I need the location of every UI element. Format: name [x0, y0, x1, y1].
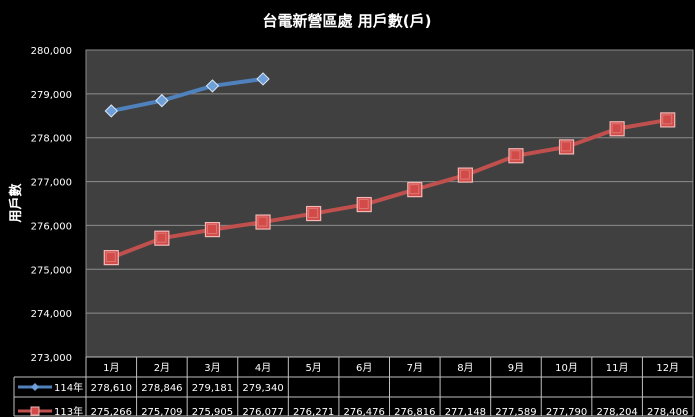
series-layer: [103, 72, 676, 266]
x-tick-label: 6月: [356, 362, 372, 374]
y-axis: 273,000 274,000 275,000 276,000 277,000 278,0…: [31, 46, 72, 364]
series-line: [110, 76, 264, 113]
data-label: 278,204: [596, 407, 637, 417]
x-tick-label: 10月: [555, 362, 578, 374]
plot-area: [85, 49, 694, 358]
legend-marker: [31, 383, 39, 391]
data-label: 278,610: [91, 383, 132, 394]
data-label: 279,181: [192, 383, 233, 394]
chart-title: 台電新營區處 用戶數(戶): [263, 12, 432, 30]
y-tick-label: 273,000: [31, 353, 72, 364]
y-axis-label: 用戶數: [8, 183, 24, 223]
y-tick-label: 277,000: [31, 178, 72, 189]
data-label: 275,709: [141, 407, 182, 417]
data-label: 278,406: [647, 407, 688, 417]
point-marker: [104, 104, 118, 118]
point-marker: [256, 72, 270, 86]
y-tick-label: 279,000: [31, 90, 72, 101]
point-marker: [457, 167, 473, 183]
x-tick-label: 11月: [606, 362, 629, 374]
point-marker: [660, 112, 676, 128]
y-tick-label: 274,000: [31, 309, 72, 320]
point-marker: [356, 196, 372, 213]
data-label: 278,846: [141, 383, 182, 394]
legend-entry: 114年: [18, 381, 83, 394]
data-label: 277,790: [546, 407, 587, 417]
legend-entry: 113年: [18, 405, 83, 417]
point-marker: [558, 139, 575, 155]
x-tick-label: 3月: [204, 362, 220, 374]
data-label: 275,266: [91, 407, 132, 417]
point-marker: [155, 93, 169, 108]
data-label: 277,148: [445, 407, 486, 417]
y-tick-label: 278,000: [31, 134, 72, 145]
x-tick-label: 5月: [305, 362, 321, 374]
legend-label: 114年: [54, 381, 83, 394]
point-marker: [255, 214, 271, 230]
point-marker: [306, 205, 322, 222]
x-tick-label: 2月: [154, 362, 170, 374]
legend-label: 113年: [54, 405, 83, 417]
x-tick-label: 4月: [255, 362, 271, 374]
point-marker: [204, 221, 221, 238]
y-tick-label: 276,000: [31, 221, 72, 232]
point-marker: [609, 121, 625, 137]
point-marker: [407, 182, 423, 198]
legend-marker: [30, 406, 40, 416]
y-tick-label: 275,000: [31, 265, 72, 276]
x-tick-label: 8月: [457, 362, 473, 374]
plot-background: [85, 49, 694, 358]
x-tick-label: 1月: [103, 362, 119, 374]
x-tick-label: 12月: [656, 362, 679, 374]
data-label: 277,589: [495, 407, 536, 417]
series-line: [110, 117, 669, 260]
point-marker: [205, 79, 220, 93]
data-label: 276,271: [293, 407, 334, 417]
data-label: 276,077: [242, 407, 283, 417]
data-label: 275,905: [192, 407, 233, 417]
x-tick-label: 7月: [407, 362, 423, 374]
data-label: 276,816: [394, 407, 435, 417]
point-marker: [154, 230, 170, 246]
data-label: 279,340: [242, 383, 283, 394]
x-tick-label: 9月: [508, 362, 524, 374]
point-marker: [508, 148, 524, 164]
y-tick-label: 280,000: [31, 46, 72, 57]
data-table: 1月 2月 3月 4月 5月 6月 7月 8月 9月 10月 11月 12月 114年 278,610 27…: [13, 356, 694, 417]
point-marker: [103, 250, 119, 266]
data-label: 276,476: [344, 407, 385, 417]
